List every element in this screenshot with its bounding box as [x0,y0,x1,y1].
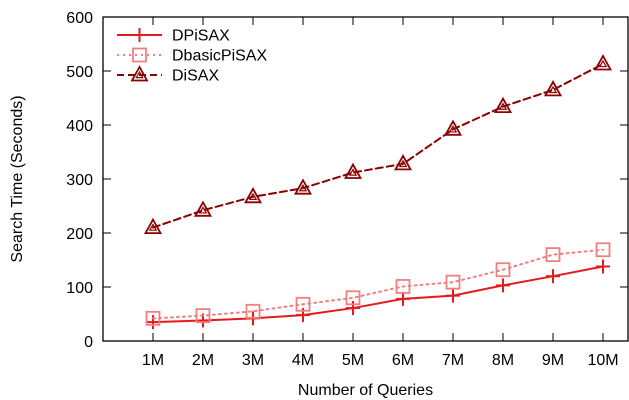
x-tick-label: 3M [242,352,264,369]
y-tick-label: 500 [66,64,93,81]
x-tick-label: 5M [342,352,364,369]
plot-frame [102,16,629,342]
data-point [345,290,361,306]
data-point [346,301,360,316]
y-tick-label: 0 [84,334,93,351]
y-tick-label: 100 [66,280,93,297]
data-point [146,315,160,330]
data-point [596,259,610,274]
axes [102,16,629,342]
data-point [195,308,211,324]
x-tick-label: 2M [192,352,214,369]
x-tick-label: 9M [542,352,564,369]
series-disax [143,54,613,235]
legend-item: DbasicPiSAX [117,48,267,65]
data-point [343,162,363,179]
data-point [143,217,163,235]
series-line [152,248,604,320]
x-tick-label: 8M [492,352,514,369]
legend-item: DiSAX [117,65,219,85]
data-point [496,278,510,293]
data-point [396,291,410,306]
legend-label: DPiSAX [172,28,230,45]
legend: DPiSAX DbasicPiSAX DiSAX [117,28,267,85]
series-group [143,54,613,330]
series-dpisax [146,259,610,330]
data-point [495,262,511,278]
series-line [152,62,604,229]
x-tick-label: 4M [292,352,314,369]
x-tick-label: 7M [442,352,464,369]
legend-marker [132,28,147,42]
y-tick-label: 300 [66,172,93,189]
y-axis-title: Search Time (Seconds) [9,95,26,262]
legend-marker [132,47,147,63]
data-point [243,186,263,204]
data-point [295,296,311,312]
x-tick-label: 10M [587,352,618,369]
legend-marker [130,65,149,82]
data-point [395,279,411,294]
data-point [393,154,413,171]
data-point [543,80,563,97]
legend-item: DPiSAX [117,28,230,45]
x-tick-label: 6M [392,352,414,369]
data-point [545,247,561,263]
data-point [193,200,213,217]
data-point [145,310,161,326]
x-axis-title: Number of Queries [298,382,433,399]
series-line [152,265,604,324]
legend-label: DbasicPiSAX [172,48,267,65]
data-point [443,119,463,136]
data-point [446,288,460,303]
legend-label: DiSAX [172,68,219,85]
data-point [593,54,613,71]
data-point [245,303,261,319]
data-point [546,269,560,284]
data-point [293,178,313,195]
data-point [595,242,611,258]
data-point [493,96,513,114]
ticks: 0 100 200 300 400 500 600 1M 2M 3M 4M 5M 6M 7M 8M 9M 10M [66,10,628,369]
x-tick-label: 1M [142,352,164,369]
data-point [445,274,461,290]
y-tick-label: 600 [66,10,93,27]
y-tick-label: 400 [66,118,93,135]
series-dbasicpisax [145,242,611,326]
y-tick-label: 200 [66,226,93,243]
